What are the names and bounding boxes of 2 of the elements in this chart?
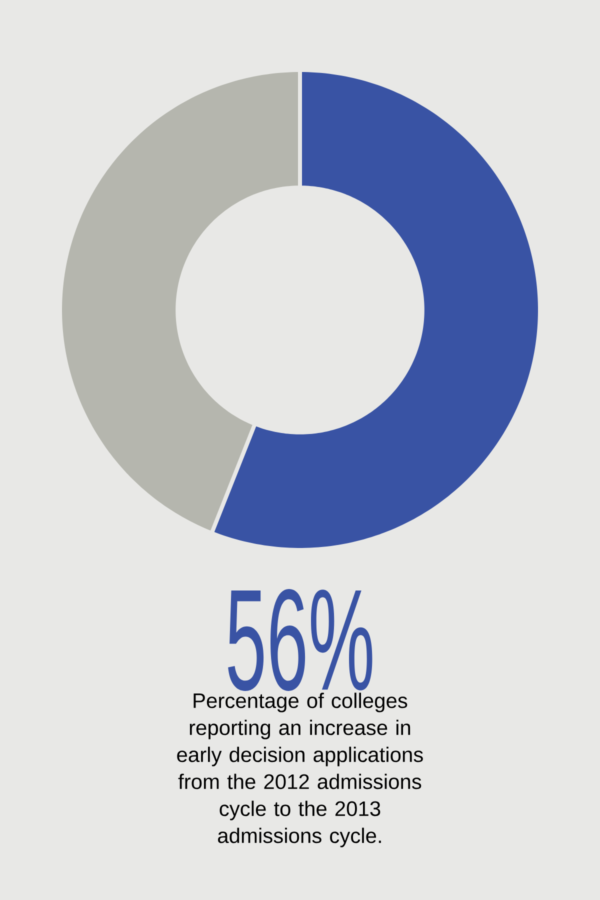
- text: Percentage of colleges reporting an increase in early decision applications from the 2012 admissions cycle to the 2013 admissions cycle.: [177, 692, 423, 848]
- data-label: 56%: [228, 589, 372, 691]
